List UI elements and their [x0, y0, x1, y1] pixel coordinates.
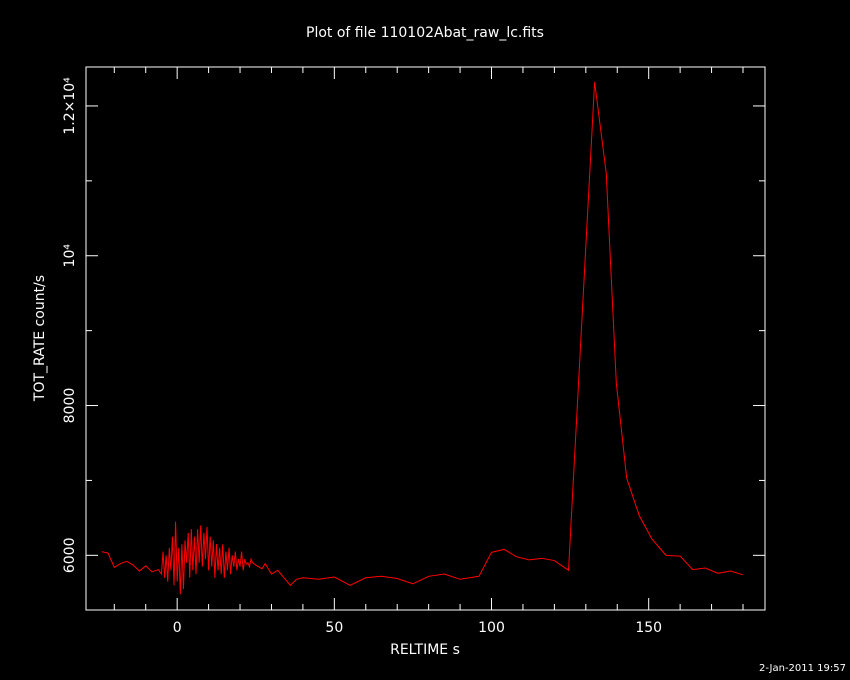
- y-axis-label: TOT_RATE count/s: [32, 275, 48, 402]
- y-tick-label: 8000: [62, 388, 78, 424]
- footer: 2-Jan-2011 19:57: [759, 663, 846, 674]
- data-line: [101, 81, 744, 595]
- chart-title: Plot of file 110102Abat_raw_lc.fits: [306, 25, 544, 41]
- x-tick-label: 150: [635, 620, 662, 636]
- x-tick-label: 100: [478, 620, 505, 636]
- x-tick-label: 0: [173, 620, 182, 636]
- y-tick-label: 6000: [62, 538, 78, 574]
- plot-frame: [85, 66, 766, 611]
- x-axis-label: RELTIME s: [390, 642, 460, 658]
- y-tick-label: 1.2×10⁴: [62, 77, 78, 135]
- y-tick-label: 10⁴: [62, 244, 78, 268]
- x-tick-label: 50: [325, 620, 343, 636]
